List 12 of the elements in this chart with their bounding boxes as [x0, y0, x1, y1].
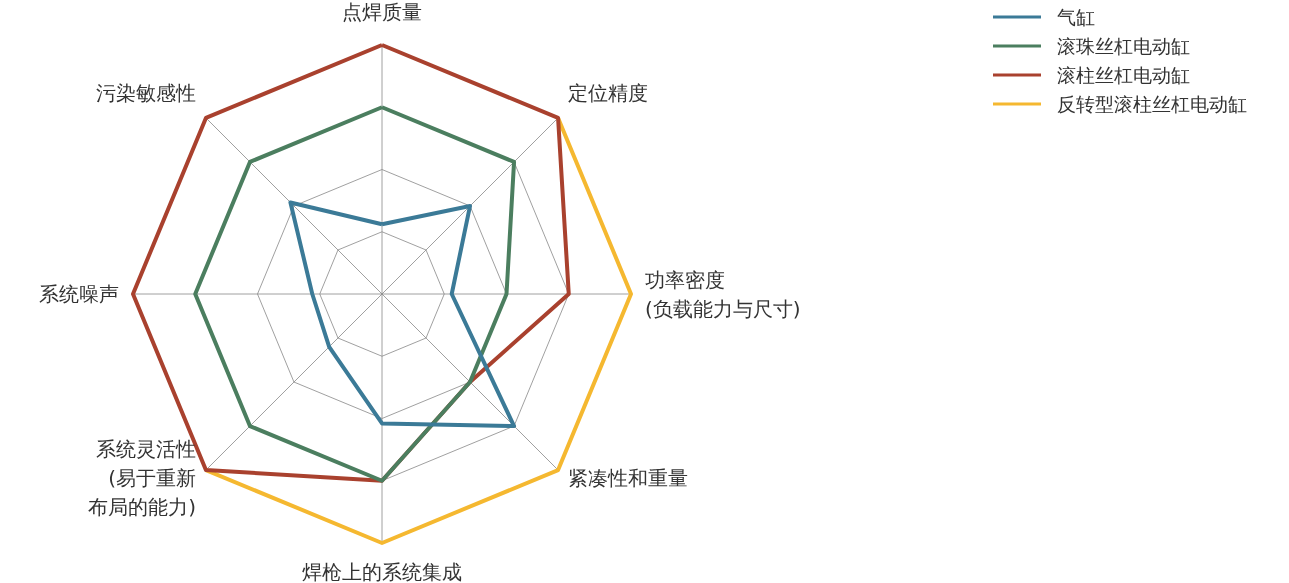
spoke-label: 点焊质量	[342, 0, 422, 24]
spoke-label: 污染敏感性	[96, 81, 197, 106]
spoke-label: 系统灵活性(易于重新布局的能力)	[88, 436, 197, 519]
legend-label: 气缸	[1057, 6, 1095, 28]
legend-label: 反转型滚柱丝杠电动缸	[1057, 93, 1247, 115]
spoke-label: 定位精度	[567, 81, 648, 106]
spoke-label: 功率密度(负载能力与尺寸)	[645, 267, 801, 321]
legend-label: 滚珠丝杠电动缸	[1057, 35, 1190, 57]
legend-label: 滚柱丝杠电动缸	[1057, 64, 1190, 86]
spoke-label: 紧凑性和重量	[567, 465, 688, 490]
spoke-label: 焊枪上的系统集成	[302, 560, 462, 583]
spoke-label: 系统噪声	[39, 282, 119, 306]
